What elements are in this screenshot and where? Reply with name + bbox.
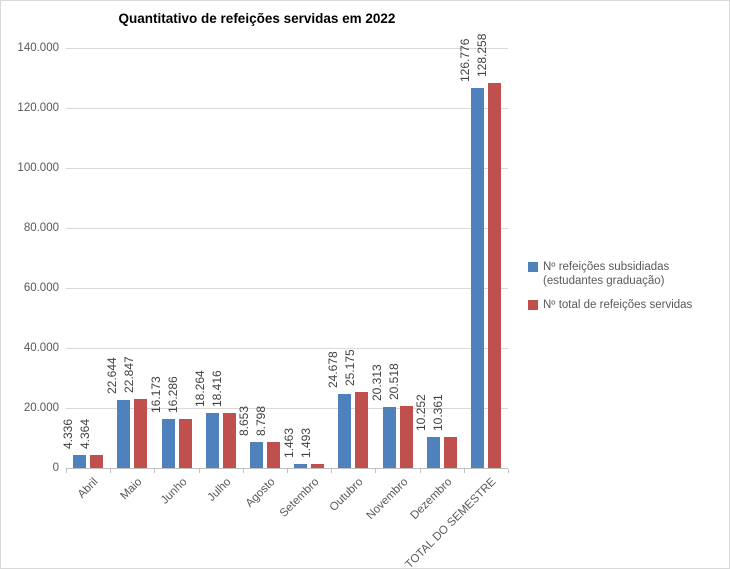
bar-subsidiadas[interactable] <box>294 463 308 468</box>
legend-item[interactable]: Nº refeições subsidiadas (estudantes gra… <box>528 260 726 288</box>
bar-value-label: 1.493 <box>298 427 313 458</box>
bar-subsidiadas[interactable] <box>338 393 352 468</box>
x-axis-label: Abril <box>75 476 101 501</box>
gridline <box>66 288 508 289</box>
bar-value-label: 16.286 <box>166 376 180 414</box>
bar-value-label: 126.776 <box>458 38 473 82</box>
x-axis-tick <box>66 469 67 473</box>
x-axis-tick <box>419 469 421 473</box>
bar-value-label: 1.463 <box>281 427 296 458</box>
chart-title: Quantitativo de refeições servidas em 20… <box>118 11 396 26</box>
bar-value-label: 8.798 <box>254 405 269 436</box>
gridline <box>66 48 508 49</box>
x-axis-tick <box>463 469 465 473</box>
legend-color-swatch-icon <box>528 300 538 310</box>
bar-total[interactable] <box>90 454 104 468</box>
bar-total[interactable] <box>487 83 501 468</box>
bar-value-label: 18.264 <box>193 370 208 408</box>
y-axis-tick-label: 80.000 <box>23 222 59 234</box>
bar-total[interactable] <box>222 412 236 468</box>
x-axis-tick <box>110 469 112 473</box>
x-axis-tick <box>508 469 509 473</box>
bar-value-label: 22.644 <box>104 357 119 395</box>
x-axis-line <box>66 468 508 469</box>
y-axis-tick-label: 140.000 <box>17 42 59 54</box>
bar-value-label: 20.518 <box>387 363 401 401</box>
y-axis-tick-label: 60.000 <box>23 282 59 294</box>
bar-value-label: 8.653 <box>237 406 252 437</box>
legend-item[interactable]: Nº total de refeições servidas <box>528 298 726 312</box>
y-axis-tick-label: 120.000 <box>17 102 59 114</box>
y-axis-tick-label: 20.000 <box>23 402 59 414</box>
bar-subsidiadas[interactable] <box>426 437 440 468</box>
bar-subsidiadas[interactable] <box>205 413 219 468</box>
bar-subsidiadas[interactable] <box>73 454 87 468</box>
bar-subsidiadas[interactable] <box>117 400 131 468</box>
legend-item-label: Nº total de refeições servidas <box>543 299 693 311</box>
bar-subsidiadas[interactable] <box>470 87 484 468</box>
bar-subsidiadas[interactable] <box>249 442 263 468</box>
bar-total[interactable] <box>355 392 369 468</box>
bar-value-label: 20.313 <box>370 364 384 402</box>
x-axis-tick <box>375 469 377 473</box>
bar-total[interactable] <box>266 441 280 468</box>
bar-value-label: 25.175 <box>342 349 357 387</box>
gridline <box>66 108 508 109</box>
bar-total[interactable] <box>311 463 325 468</box>
y-axis-tick-label: 0 <box>52 462 59 474</box>
legend-item-label: Nº refeições subsidiadas (estudantes gra… <box>543 261 670 287</box>
bar-subsidiadas[interactable] <box>161 419 175 468</box>
bar-value-label: 4.336 <box>60 418 75 449</box>
legend-color-swatch-icon <box>528 262 538 272</box>
bar-value-label: 18.416 <box>210 370 225 407</box>
x-axis-tick <box>287 469 288 473</box>
bar-value-label: 10.361 <box>431 394 446 431</box>
bar-total[interactable] <box>134 399 148 468</box>
x-axis-tick <box>154 469 156 473</box>
bar-total[interactable] <box>399 406 413 468</box>
x-axis-tick <box>242 469 244 473</box>
bar-value-label: 128.258 <box>475 33 490 78</box>
bar-value-label: 16.173 <box>149 376 163 414</box>
x-axis-tick <box>198 469 200 473</box>
bar-value-label: 22.847 <box>121 356 136 394</box>
bar-value-label: 24.678 <box>325 351 340 388</box>
bar-value-label: 10.252 <box>414 394 429 432</box>
gridline <box>66 168 508 169</box>
legend: Nº refeições subsidiadas (estudantes gra… <box>528 260 726 322</box>
bar-total[interactable] <box>443 436 457 468</box>
gridline <box>66 348 508 349</box>
bar-value-label: 4.364 <box>77 418 92 449</box>
gridline <box>66 228 508 229</box>
y-axis-tick-label: 100.000 <box>17 162 59 174</box>
gridline <box>66 408 508 409</box>
x-axis-tick <box>331 469 333 473</box>
bar-subsidiadas[interactable] <box>382 407 396 468</box>
y-axis-tick-label: 40.000 <box>23 342 59 354</box>
bar-total[interactable] <box>178 419 192 468</box>
